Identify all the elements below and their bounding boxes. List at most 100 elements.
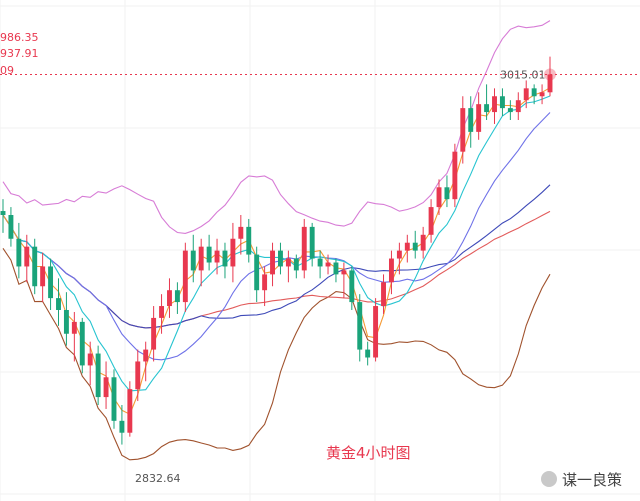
candle-body <box>190 250 196 271</box>
candle-35 <box>278 242 283 275</box>
candle-25 <box>198 238 204 287</box>
candle-51 <box>404 234 410 263</box>
candle-61 <box>484 84 490 120</box>
bollinger-lower-band <box>2 247 551 461</box>
candle-body <box>539 92 545 97</box>
candle-66 <box>523 80 529 109</box>
moving-averages <box>2 87 551 415</box>
candle-30 <box>238 215 244 255</box>
candle-body <box>547 74 553 93</box>
candle-1 <box>8 207 14 247</box>
candle-18 <box>143 341 149 382</box>
candle-8 <box>63 292 69 346</box>
candle-6 <box>48 258 54 310</box>
candle-body <box>333 262 339 275</box>
candle-body <box>127 389 133 433</box>
candle-body <box>436 187 442 208</box>
candle-68 <box>539 84 545 105</box>
candle-31 <box>246 218 252 263</box>
candle-body <box>420 234 426 251</box>
candle-37 <box>293 254 299 279</box>
candle-38 <box>301 218 307 279</box>
candle-body <box>492 96 497 113</box>
candle-7 <box>56 278 61 326</box>
candle-40 <box>317 250 323 279</box>
candle-body <box>388 258 394 283</box>
candle-65 <box>515 92 521 120</box>
candle-17 <box>135 349 141 402</box>
candle-body <box>87 353 93 366</box>
candle-42 <box>333 258 339 283</box>
candle-55 <box>436 179 442 215</box>
candle-body <box>24 246 30 267</box>
candle-body <box>444 187 450 200</box>
candle-body <box>95 353 101 398</box>
candle-56 <box>444 175 450 208</box>
ma-20-line <box>2 112 551 361</box>
candle-body <box>396 250 402 259</box>
candle-body <box>404 242 410 251</box>
watermark: 谋一良策 <box>541 471 622 489</box>
candle-body <box>40 266 46 287</box>
candle-34 <box>270 242 275 287</box>
candle-body <box>48 266 54 299</box>
candle-23 <box>182 242 188 312</box>
candle-body <box>159 306 165 318</box>
candle-body <box>317 258 323 267</box>
candle-body <box>79 321 85 366</box>
candle-33 <box>262 266 268 307</box>
candle-11 <box>87 341 93 386</box>
candle-body <box>206 246 212 263</box>
candle-57 <box>452 143 458 208</box>
candle-body <box>460 108 466 152</box>
candle-body <box>167 290 172 307</box>
candle-body <box>254 254 260 291</box>
candle-body <box>198 246 204 271</box>
candle-15 <box>119 405 125 445</box>
candle-19 <box>151 306 157 362</box>
ma-5-line <box>2 87 551 415</box>
candle-44 <box>349 266 355 310</box>
watermark-logo-icon <box>541 471 557 487</box>
candle-5 <box>40 252 46 303</box>
candle-52 <box>412 230 418 259</box>
candle-63 <box>499 88 505 117</box>
candle-body <box>103 377 109 398</box>
candle-body <box>349 270 355 303</box>
candle-3 <box>24 234 30 283</box>
current-price-marker <box>544 68 556 81</box>
candle-32 <box>254 246 260 303</box>
candle-body <box>0 211 6 215</box>
candle-body <box>381 282 386 307</box>
candle-body <box>428 207 434 235</box>
candle-50 <box>396 242 402 275</box>
candle-body <box>325 262 331 267</box>
candle-69 <box>547 56 553 97</box>
candle-body <box>293 258 299 271</box>
candlesticks <box>0 56 553 445</box>
candle-53 <box>420 226 426 259</box>
candle-29 <box>230 222 236 283</box>
candle-47 <box>373 298 379 362</box>
candle-body <box>507 108 513 113</box>
candle-body <box>8 215 14 239</box>
candle-body <box>222 250 228 267</box>
candle-20 <box>159 294 165 334</box>
candle-27 <box>214 238 220 275</box>
candle-body <box>174 290 180 303</box>
ma-60-line <box>2 210 551 329</box>
candle-body <box>238 226 244 239</box>
candle-48 <box>381 274 386 314</box>
candle-body <box>262 274 268 291</box>
candle-59 <box>468 96 474 148</box>
watermark-text: 谋一良策 <box>562 471 622 489</box>
bollinger-upper-band <box>2 20 551 234</box>
bollinger-bands <box>2 20 551 461</box>
candle-body <box>63 310 69 334</box>
candle-49 <box>388 250 394 295</box>
candle-body <box>182 250 188 303</box>
candle-26 <box>206 234 212 271</box>
ma-10-line <box>2 95 551 392</box>
candle-14 <box>111 369 117 429</box>
